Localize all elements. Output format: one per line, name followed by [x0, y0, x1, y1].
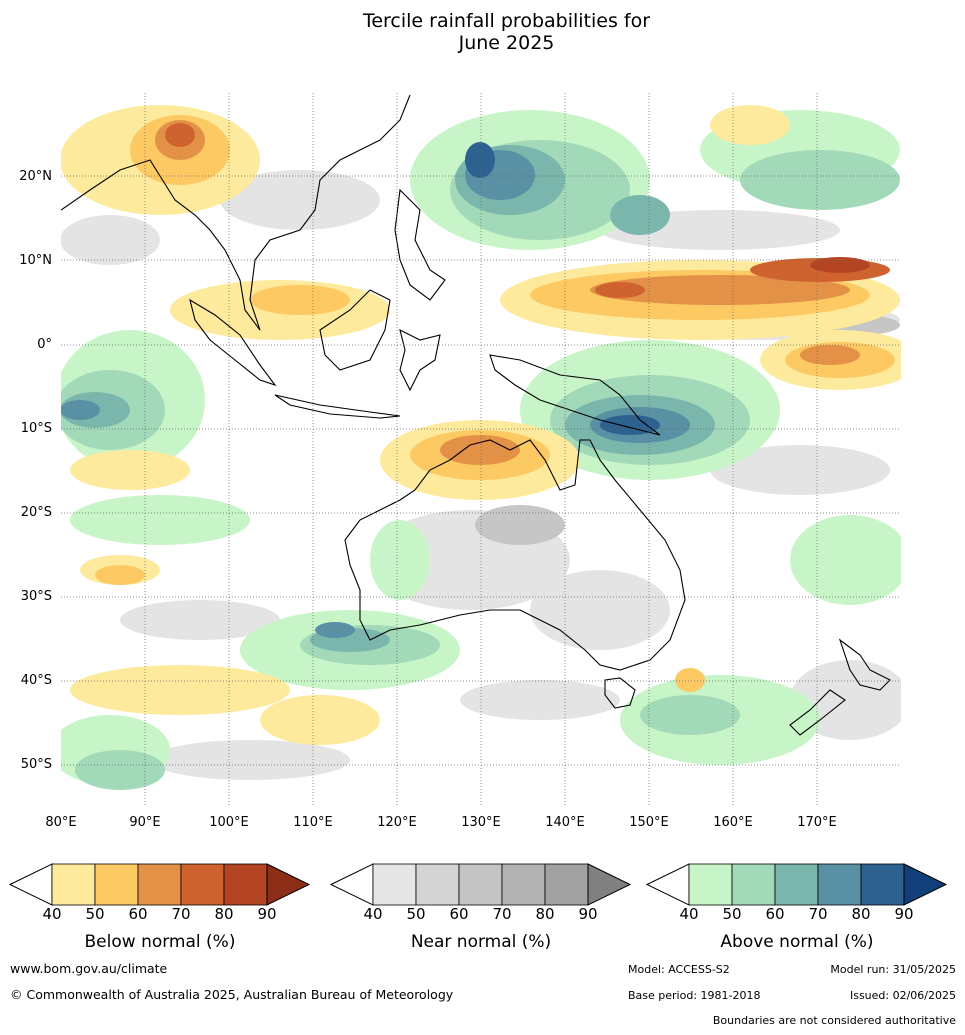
base-period: Base period: 1981-2018 — [628, 989, 761, 1002]
below-colorbar-segment — [137, 863, 182, 906]
boundaries-disclaimer: Boundaries are not considered authoritat… — [712, 1014, 956, 1027]
lat-label-50s: 50°S — [20, 757, 52, 772]
below-colorbar-high-extend — [266, 863, 311, 906]
above-colorbar-segment — [817, 863, 862, 906]
graticule — [61, 93, 901, 806]
above-colorbar-tick: 40 — [679, 905, 699, 923]
below-colorbar-tick: 40 — [42, 905, 62, 923]
philippines-coast — [394, 188, 446, 301]
above-colorbar-tick: 90 — [894, 905, 914, 923]
above-normal-40 — [61, 110, 901, 785]
near-normal-patches — [61, 110, 901, 780]
below-normal-40 — [61, 105, 901, 745]
new-guinea-coast — [489, 354, 661, 436]
below-colorbar-tick: 60 — [128, 905, 148, 923]
lon-label-100e: 100°E — [209, 815, 249, 830]
above-normal-80 — [465, 142, 660, 435]
borneo-coast — [319, 289, 391, 371]
above-colorbar-segment — [688, 863, 733, 906]
near-colorbar-high-extend — [587, 863, 632, 906]
near-colorbar-segment — [501, 863, 546, 906]
probability-field — [61, 93, 901, 806]
lat-label-10n: 10°N — [19, 253, 52, 268]
below-colorbar-tick: 50 — [85, 905, 105, 923]
above-colorbar-segment — [731, 863, 776, 906]
below-colorbar-tick: 70 — [171, 905, 191, 923]
near-colorbar-tick: 90 — [578, 905, 598, 923]
above-colorbar-high-extend — [903, 863, 948, 906]
lon-label-110e: 110°E — [293, 815, 333, 830]
near-colorbar-tick: 60 — [449, 905, 469, 923]
asia-mainland-coast — [61, 94, 411, 331]
above-colorbar-segment — [860, 863, 905, 906]
near-colorbar-segment — [458, 863, 503, 906]
australia-coast — [344, 439, 686, 671]
lat-label-0: 0° — [37, 337, 52, 352]
coastlines — [61, 94, 891, 736]
colorbar-near-normal — [329, 863, 632, 906]
above-colorbar-tick: 50 — [722, 905, 742, 923]
above-colorbar-tick: 80 — [851, 905, 871, 923]
colorbar-caption-near: Near normal (%) — [410, 932, 552, 952]
near-colorbar-segment — [415, 863, 460, 906]
lat-label-20n: 20°N — [19, 169, 52, 184]
lon-label-130e: 130°E — [461, 815, 501, 830]
lon-label-80e: 80°E — [45, 815, 77, 830]
lon-label-160e: 160°E — [713, 815, 753, 830]
copyright-text: © Commonwealth of Australia 2025, Austra… — [10, 987, 454, 1002]
near-colorbar-tick: 40 — [363, 905, 383, 923]
colorbar-below-normal — [8, 863, 311, 906]
lon-label-90e: 90°E — [129, 815, 161, 830]
below-normal-50 — [95, 115, 895, 692]
below-normal-70 — [165, 123, 890, 298]
model-run: Model run: 31/05/2025 — [830, 963, 956, 976]
below-colorbar-segment — [180, 863, 225, 906]
below-colorbar-segment — [94, 863, 139, 906]
lon-label-120e: 120°E — [377, 815, 417, 830]
below-colorbar-segment — [223, 863, 268, 906]
above-normal-50 — [61, 140, 900, 790]
above-colorbar-tick: 60 — [765, 905, 785, 923]
issued-date: Issued: 02/06/2025 — [849, 989, 956, 1002]
below-colorbar-low-extend — [8, 863, 53, 906]
sumatra-coast — [189, 298, 277, 387]
sulawesi-coast — [399, 328, 441, 392]
below-normal-60 — [155, 120, 860, 465]
near-colorbar-tick: 50 — [406, 905, 426, 923]
colorbar-above-normal — [645, 863, 948, 906]
tasmania-coast — [604, 677, 636, 709]
above-colorbar-segment — [774, 863, 819, 906]
lat-label-30s: 30°S — [20, 589, 52, 604]
above-colorbar-tick: 70 — [808, 905, 828, 923]
lon-label-150e: 150°E — [629, 815, 669, 830]
lon-label-140e: 140°E — [545, 815, 585, 830]
lat-label-40s: 40°S — [20, 673, 52, 688]
near-colorbar-segment — [372, 863, 417, 906]
new-zealand-coast — [789, 638, 891, 736]
above-normal-60 — [61, 145, 715, 652]
near-colorbar-low-extend — [329, 863, 374, 906]
lat-label-20s: 20°S — [20, 505, 52, 520]
near-colorbar-tick: 70 — [492, 905, 512, 923]
below-colorbar-segment — [51, 863, 96, 906]
near-colorbar-segment — [544, 863, 589, 906]
near-colorbar-tick: 80 — [535, 905, 555, 923]
above-normal-70 — [61, 150, 690, 638]
below-colorbar-tick: 90 — [257, 905, 277, 923]
colorbar-caption-below: Below normal (%) — [84, 932, 236, 952]
map-title: Tercile rainfall probabilities for June … — [362, 10, 651, 54]
map-background — [61, 93, 901, 806]
lon-label-170e: 170°E — [797, 815, 837, 830]
below-normal-80 — [810, 257, 870, 273]
above-colorbar-low-extend — [645, 863, 690, 906]
below-colorbar-tick: 80 — [214, 905, 234, 923]
model-name: Model: ACCESS-S2 — [628, 963, 730, 976]
lat-label-10s: 10°S — [20, 421, 52, 436]
near-normal-strong — [475, 315, 900, 545]
colorbar-caption-above: Above normal (%) — [720, 932, 874, 952]
website-link[interactable]: www.bom.gov.au/climate — [10, 961, 168, 976]
java-coast — [274, 394, 401, 419]
